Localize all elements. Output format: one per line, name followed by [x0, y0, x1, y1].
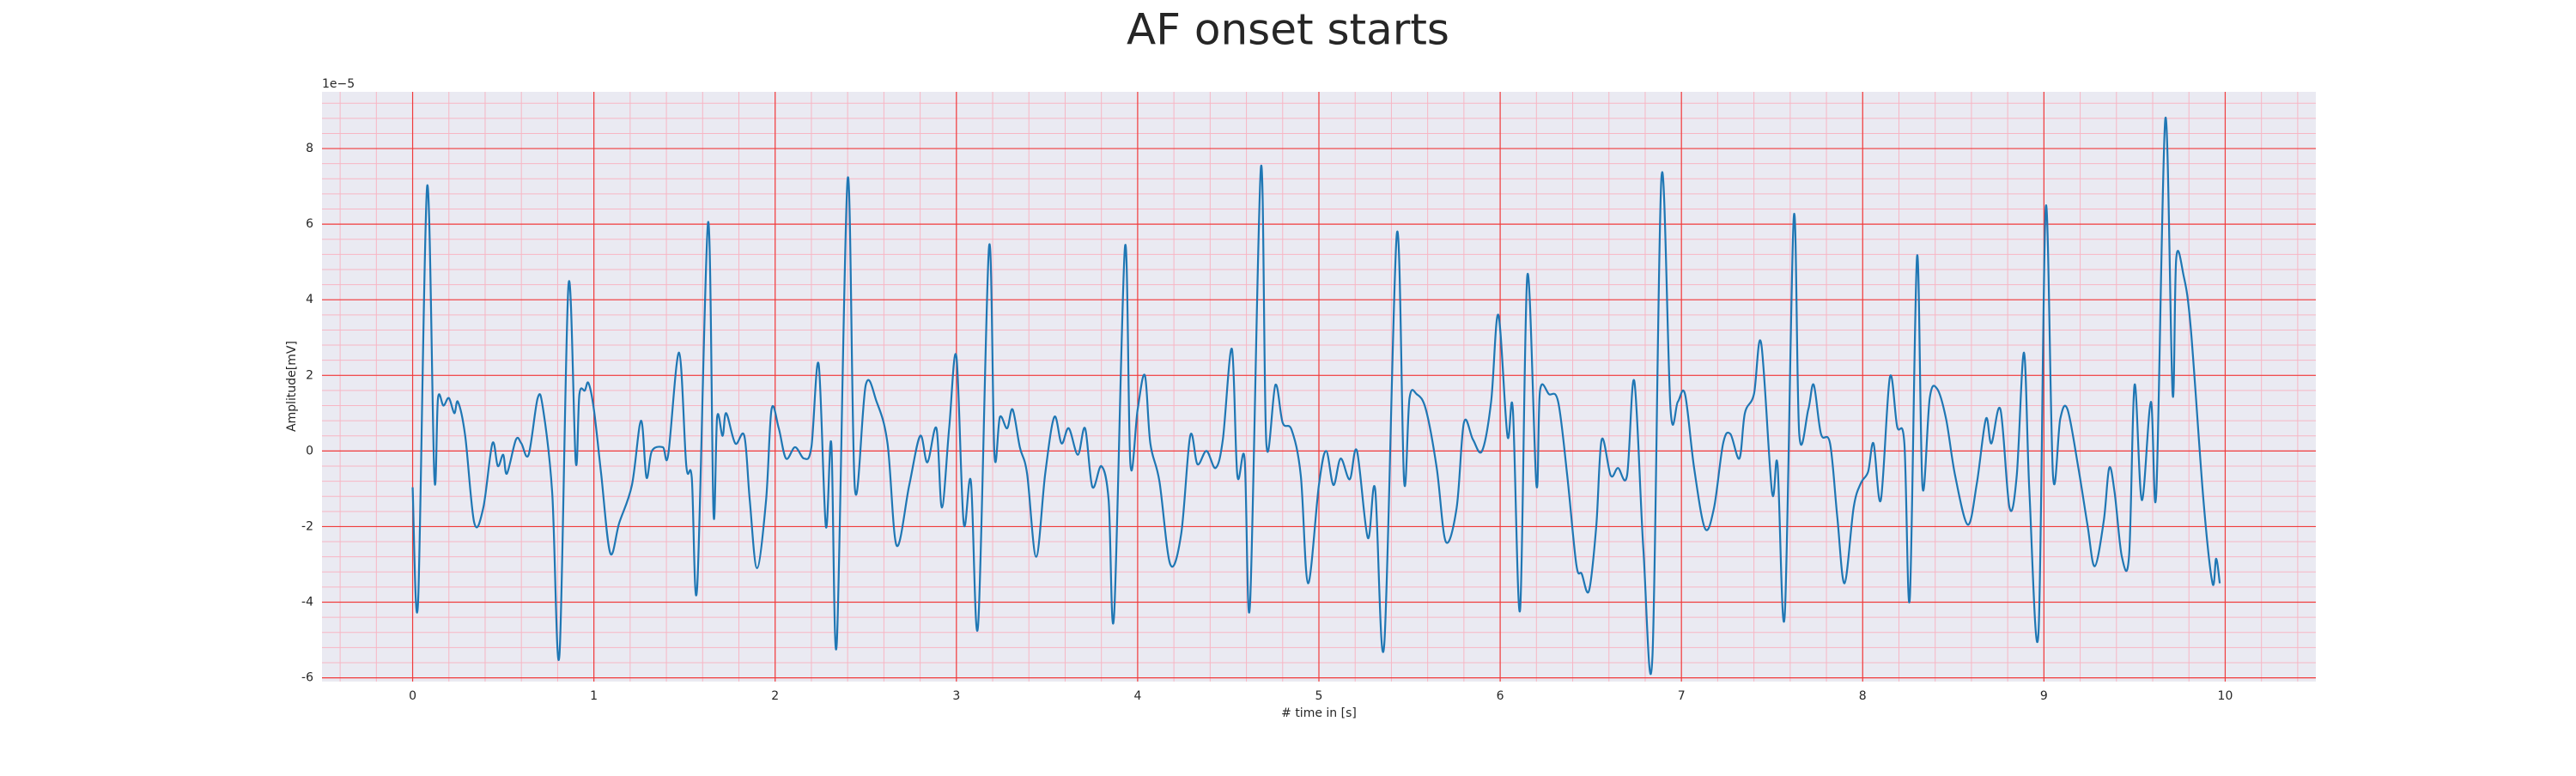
- y-axis-label: Amplitude[mV]: [285, 341, 299, 432]
- x-axis-label: # time in [s]: [1281, 706, 1357, 720]
- x-tick-label: 5: [1315, 689, 1323, 703]
- x-tick-label: 7: [1678, 689, 1686, 703]
- x-tick-label: 10: [2218, 689, 2233, 703]
- x-tick-label: 4: [1133, 689, 1141, 703]
- x-tick-label: 9: [2040, 689, 2048, 703]
- y-tick-label: -4: [301, 596, 313, 609]
- x-tick-label: 1: [590, 689, 598, 703]
- chart-title: AF onset starts: [1127, 5, 1449, 55]
- y-tick-label: 2: [306, 368, 313, 382]
- offset-label: 1e−5: [322, 77, 355, 91]
- x-tick-label: 2: [771, 689, 779, 703]
- y-tick-label: 6: [306, 217, 313, 231]
- x-tick-label: 6: [1497, 689, 1504, 703]
- signal-line: [411, 117, 2221, 676]
- x-tick-label: 3: [952, 689, 960, 703]
- y-tick-label: -2: [301, 519, 313, 533]
- x-tick-label: 0: [409, 689, 416, 703]
- y-tick-label: 8: [306, 142, 313, 155]
- y-tick-label: 4: [306, 293, 313, 306]
- y-tick-label: -6: [301, 671, 313, 685]
- x-tick-label: 8: [1859, 689, 1867, 703]
- y-tick-label: 0: [306, 444, 313, 458]
